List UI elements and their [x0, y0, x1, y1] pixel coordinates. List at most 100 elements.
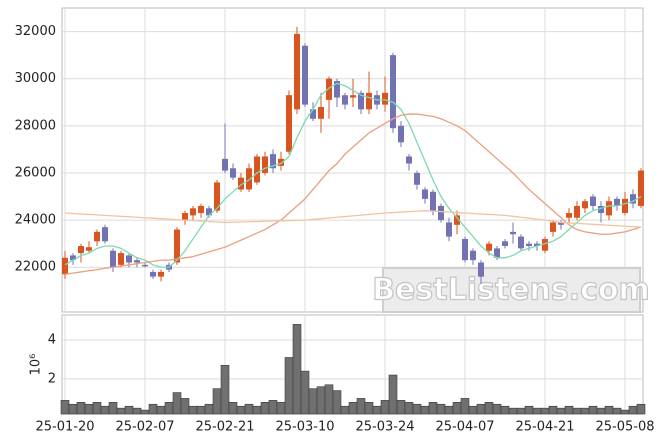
- volume-bar: [420, 405, 430, 415]
- volume-bar: [116, 407, 126, 415]
- candle-body: [206, 208, 212, 216]
- candle-body: [558, 222, 564, 225]
- x-tick-label: 25-04-21: [515, 420, 574, 435]
- moving-average-line: [64, 82, 642, 268]
- volume-bar: [612, 407, 622, 415]
- volume-bar: [460, 398, 470, 415]
- y-tick-label: 28000: [15, 118, 56, 133]
- candle-body: [126, 255, 132, 263]
- volume-bar: [444, 405, 454, 415]
- moving-average-line: [64, 210, 642, 228]
- volume-bar: [60, 400, 70, 415]
- volume-bar: [548, 405, 558, 415]
- volume-bar: [412, 403, 422, 415]
- volume-bar: [532, 407, 542, 415]
- volume-bar: [284, 357, 294, 415]
- y-tick-label: 4: [48, 332, 56, 347]
- volume-bar: [180, 398, 190, 415]
- candle-body: [526, 243, 532, 247]
- volume-bar: [244, 403, 254, 415]
- volume-bar: [404, 402, 414, 415]
- volume-bar: [252, 405, 262, 415]
- x-tick-label: 25-03-24: [355, 420, 414, 435]
- candle-body: [518, 236, 524, 249]
- candle-body: [238, 177, 244, 190]
- volume-bar: [108, 402, 118, 415]
- volume-bar: [508, 407, 518, 415]
- candle-body: [110, 250, 116, 268]
- candle-body: [198, 205, 204, 214]
- volume-bar: [308, 388, 318, 415]
- candle-body: [406, 156, 412, 164]
- candle-body: [350, 95, 356, 98]
- volume-bar: [316, 386, 326, 415]
- y-tick-label: 22000: [15, 260, 56, 275]
- x-tick-label: 25-01-20: [35, 420, 94, 435]
- volume-bar: [580, 407, 590, 415]
- candle-body: [190, 208, 196, 216]
- candle-body: [622, 198, 628, 214]
- volume-bar: [396, 400, 406, 415]
- volume-bar: [268, 400, 278, 415]
- y-tick-label: 26000: [15, 165, 56, 180]
- volume-bar: [428, 402, 438, 415]
- candle-body: [462, 238, 468, 261]
- volume-bar: [500, 405, 510, 415]
- volume-bar: [524, 405, 534, 415]
- volume-bar: [364, 402, 374, 415]
- candle-body: [606, 201, 612, 216]
- candle-body: [62, 257, 68, 275]
- y-tick-label: 2: [48, 371, 56, 386]
- volume-bar: [148, 403, 158, 415]
- candle-body: [414, 172, 420, 185]
- candle-body: [246, 168, 252, 190]
- volume-bar: [620, 409, 630, 415]
- volume-bar: [124, 405, 134, 415]
- volume-bar: [236, 405, 246, 415]
- watermark-box: [382, 267, 641, 313]
- candle-body: [574, 205, 580, 218]
- candle-body: [446, 222, 452, 237]
- y-tick-label: 32000: [15, 24, 56, 39]
- volume-panel: [61, 314, 644, 415]
- candle-body: [358, 92, 364, 110]
- volume-bar: [588, 405, 598, 415]
- candle-body: [214, 182, 220, 211]
- candle-body: [422, 189, 428, 199]
- candle-body: [286, 95, 292, 152]
- watermark: BestListens.com: [372, 267, 650, 313]
- candle-body: [230, 168, 236, 178]
- candle-body: [134, 260, 140, 263]
- volume-bar: [300, 370, 310, 415]
- candle-body: [366, 92, 372, 110]
- candle-body: [614, 198, 620, 206]
- candle-body: [510, 231, 516, 235]
- moving-average-line: [64, 113, 642, 275]
- candle-body: [102, 227, 108, 242]
- candle-body: [326, 78, 332, 100]
- candle-body: [630, 194, 636, 204]
- volume-bar: [476, 403, 486, 415]
- x-tick-label: 25-03-10: [275, 420, 334, 435]
- candle-body: [334, 81, 340, 98]
- candle-body: [94, 231, 100, 242]
- candle-body: [278, 158, 284, 166]
- candle-body: [486, 243, 492, 251]
- volume-bar: [292, 324, 302, 415]
- candle-body: [118, 253, 124, 265]
- y-tick-label: 30000: [15, 71, 56, 86]
- volume-bar: [572, 407, 582, 415]
- volume-bar: [348, 402, 358, 415]
- x-tick-label: 25-02-07: [115, 420, 174, 435]
- candle-body: [590, 196, 596, 206]
- candle-body: [294, 33, 300, 110]
- candle-body: [438, 205, 444, 221]
- candle-body: [262, 156, 268, 173]
- volume-bar: [68, 403, 78, 415]
- candle-body: [566, 213, 572, 218]
- volume-bar: [436, 403, 446, 415]
- candle-body: [502, 241, 508, 247]
- volume-bar: [100, 405, 110, 415]
- candle-body: [470, 250, 476, 261]
- candle-body: [550, 222, 556, 232]
